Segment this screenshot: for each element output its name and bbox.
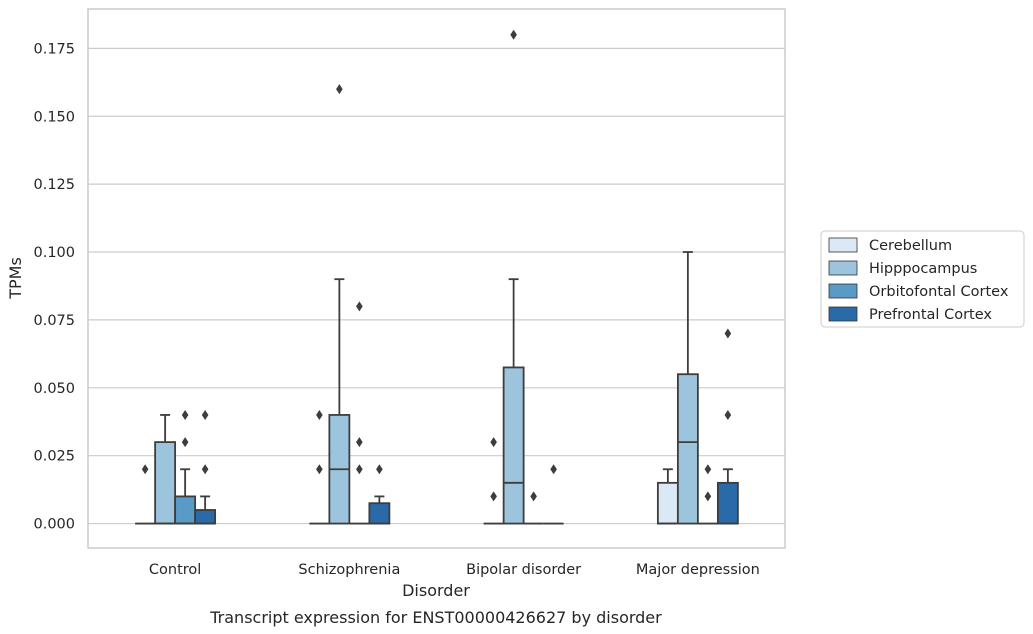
y-tick-label: 0.075 — [33, 313, 75, 329]
outlier-point — [181, 409, 189, 420]
outlier-point — [510, 29, 517, 40]
box-body — [656, 481, 679, 525]
legend-label: Prefrontal Cortex — [869, 307, 992, 323]
y-axis-label: TPMs — [6, 257, 25, 300]
y-tick-label: 0.000 — [33, 517, 75, 533]
box — [135, 464, 156, 525]
legend-label: Cerebellum — [869, 238, 952, 254]
series-prefrontal-cortex — [194, 328, 739, 525]
y-axis-ticks: 0.000 0.025 0.050 0.075 0.100 0.125 0.150 0.175 — [33, 41, 75, 532]
box — [716, 328, 739, 525]
outlier-point — [530, 491, 537, 502]
y-tick-label: 0.100 — [33, 245, 75, 261]
box — [349, 301, 370, 525]
box-body — [502, 366, 525, 525]
plot-area-frame — [87, 8, 786, 549]
outlier-point — [356, 301, 363, 312]
outlier-point — [490, 437, 497, 448]
y-tick-label: 0.050 — [33, 381, 75, 397]
x-tick-label: Schizophrenia — [298, 562, 400, 578]
outlier-point — [201, 409, 209, 420]
box-body — [194, 509, 217, 525]
x-tick-label: Bipolar disorder — [466, 562, 581, 578]
outlier-point — [724, 409, 732, 420]
outlier-point — [141, 464, 149, 475]
outlier-point — [356, 464, 363, 475]
outlier-point — [201, 464, 209, 475]
outlier-point — [704, 464, 712, 475]
y-tick-label: 0.150 — [33, 109, 75, 125]
x-axis-label: Disorder — [402, 581, 470, 600]
box — [676, 251, 699, 525]
outlier-point — [376, 464, 383, 475]
x-tick-label: Major depression — [636, 562, 760, 578]
box-body — [154, 441, 177, 525]
outlier-point — [316, 464, 323, 475]
legend-swatch — [828, 260, 858, 276]
box — [368, 464, 391, 525]
box — [328, 84, 351, 525]
series-cerebellum — [135, 409, 679, 525]
outlier-point — [356, 437, 363, 448]
y-tick-label: 0.125 — [33, 177, 75, 193]
legend: Cerebellum Hipppocampus Orbitofontal Corte… — [820, 230, 1025, 328]
legend-swatch — [828, 237, 858, 253]
outlier-point — [316, 409, 323, 420]
grid-lines — [88, 47, 785, 525]
outlier-point — [181, 437, 189, 448]
legend-swatch — [828, 283, 858, 299]
outlier-point — [724, 328, 732, 339]
x-tick-label: Control — [149, 562, 201, 578]
box-body — [676, 373, 699, 525]
outlier-point — [704, 491, 712, 502]
outlier-point — [490, 491, 497, 502]
box — [656, 468, 679, 525]
box — [174, 409, 197, 525]
box — [502, 29, 525, 525]
series-orbitofontal-cortex — [174, 301, 718, 525]
outlier-point — [550, 464, 557, 475]
box-body — [716, 481, 739, 525]
y-tick-label: 0.025 — [33, 449, 75, 465]
legend-frame — [820, 230, 1025, 328]
box — [154, 414, 177, 525]
box-body — [174, 495, 197, 525]
box-series — [135, 29, 739, 525]
box — [309, 409, 330, 525]
legend-label: Hipppocampus — [869, 261, 977, 277]
box — [697, 464, 718, 525]
box — [483, 437, 504, 525]
box — [543, 464, 564, 525]
chart-caption: Transcript expression for ENST0000042662… — [209, 608, 662, 627]
box — [194, 409, 217, 525]
box — [523, 491, 544, 525]
x-axis-ticks: Control Schizophrenia Bipolar disorder Majo… — [149, 562, 760, 578]
box-body — [368, 502, 391, 525]
y-tick-label: 0.175 — [33, 41, 75, 57]
outlier-point — [336, 84, 343, 95]
series-hipppocampus — [154, 29, 699, 525]
legend-swatch — [828, 306, 858, 322]
legend-label: Orbitofontal Cortex — [869, 284, 1009, 300]
